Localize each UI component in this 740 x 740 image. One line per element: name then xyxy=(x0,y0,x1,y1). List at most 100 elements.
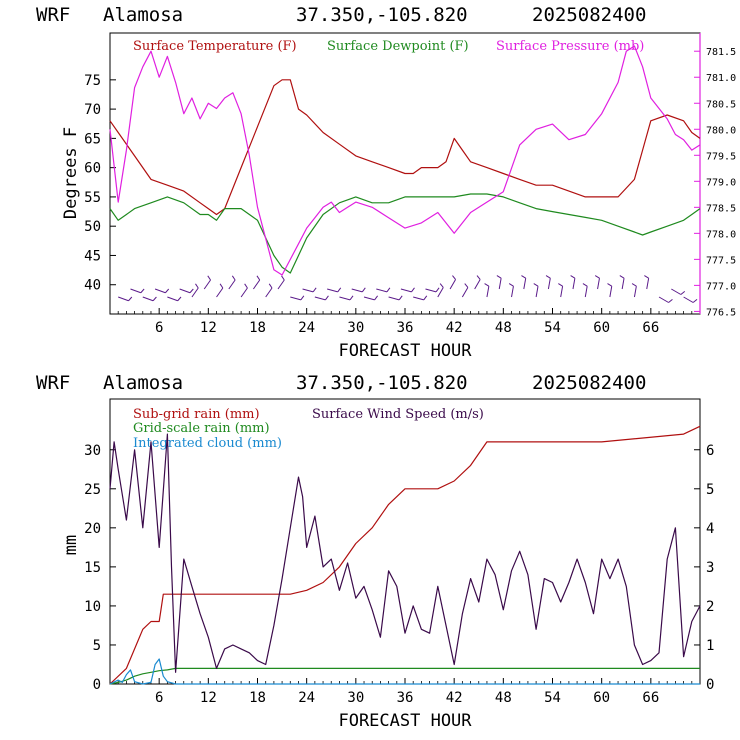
wind-barb xyxy=(277,279,285,290)
wind-barb-flag xyxy=(435,287,440,293)
x-tick-label: 66 xyxy=(642,320,659,336)
wind-barb-flag xyxy=(619,275,625,279)
top-header-station: Alamosa xyxy=(103,4,183,26)
wind-barb xyxy=(498,278,502,290)
bottom-header-model: WRF xyxy=(36,372,70,394)
wind-barb xyxy=(486,286,490,298)
y2-tick-label: 1 xyxy=(706,638,714,654)
wind-barb xyxy=(265,287,273,298)
dewpoint-line xyxy=(109,193,701,274)
wind-barb xyxy=(474,279,481,290)
wind-barb xyxy=(572,278,576,290)
y2-tick-label: 2 xyxy=(706,599,714,615)
y2-tick-label: 776.5 xyxy=(706,307,736,318)
wind-barb-flag xyxy=(337,287,342,293)
wind-barb-flag xyxy=(680,290,686,295)
wind-barb-flag xyxy=(361,287,366,293)
wind-barb xyxy=(314,296,326,301)
y-tick-label: 70 xyxy=(84,102,101,118)
wind-barb xyxy=(413,296,424,301)
y-tick-label: 15 xyxy=(84,560,101,576)
wind-barb-flag xyxy=(476,275,481,280)
y-tick-label: 0 xyxy=(93,677,101,693)
wind-barb xyxy=(216,287,224,298)
wind-barb-flag xyxy=(558,283,563,287)
x-tick-label: 42 xyxy=(446,690,463,706)
wind-barb-flag xyxy=(484,283,490,287)
wind-barb-flag xyxy=(607,283,613,287)
wind-barb xyxy=(388,296,400,301)
top-y-ticks: 40 45 50 55 60 65 70 75 xyxy=(84,73,116,294)
wind-barb xyxy=(547,278,551,290)
wind-barb-flag xyxy=(533,283,539,287)
wind-barb xyxy=(130,288,141,294)
pressure-line xyxy=(109,45,701,276)
x-tick-label: 18 xyxy=(249,320,266,336)
wind-barb xyxy=(449,279,457,290)
wind-barb xyxy=(376,288,388,293)
wind-barb-flag xyxy=(268,283,273,289)
y-tick-label: 40 xyxy=(84,278,101,294)
x-tick-label: 60 xyxy=(593,320,610,336)
wind-barb-flag xyxy=(644,275,649,279)
top-series-group xyxy=(109,45,701,276)
wind-barb xyxy=(584,286,588,298)
y-tick-label: 25 xyxy=(84,482,101,498)
temperature-line xyxy=(109,79,701,216)
wind-barb xyxy=(351,288,363,293)
wind-barb xyxy=(633,286,637,298)
wind-barb-flag xyxy=(386,287,391,293)
wind-barb xyxy=(167,296,178,302)
y2-tick-label: 781.0 xyxy=(706,73,736,84)
wind-barb xyxy=(511,286,514,298)
wind-barb xyxy=(671,288,682,295)
wind-barb xyxy=(621,278,625,290)
wind-barb xyxy=(142,296,154,302)
y2-tick-label: 778.5 xyxy=(706,203,736,214)
x-tick-label: 12 xyxy=(200,320,217,336)
top-y2-ticks: 776.5 777.0 777.5 778.0 778.5 779.0 779.5 780.0… xyxy=(694,47,736,318)
wind-barb-flag xyxy=(398,295,403,301)
wind-barb-flag xyxy=(545,275,551,279)
wind-barb xyxy=(609,286,613,298)
legend-pressure: Surface Pressure (mb) xyxy=(496,39,644,54)
legend-dewpoint: Surface Dewpoint (F) xyxy=(327,39,469,54)
bottom-y2-ticks: 0 1 2 3 4 5 6 xyxy=(694,443,714,693)
wind-barb-flag xyxy=(631,283,637,287)
wind-barb-flag xyxy=(668,298,673,303)
wind-barb-flag xyxy=(231,275,236,281)
y-tick-label: 50 xyxy=(84,219,101,235)
wind-barb-flag xyxy=(594,275,600,279)
x-tick-label: 60 xyxy=(593,690,610,706)
bottom-series-group xyxy=(109,425,701,685)
bottom-panel: WRF Alamosa 37.350,-105.820 2025082400 6… xyxy=(36,372,714,731)
y-tick-label: 10 xyxy=(84,599,101,615)
x-tick-label: 30 xyxy=(347,320,364,336)
wind-barb-flag xyxy=(207,275,211,281)
wind-barb-flag xyxy=(152,296,157,302)
wind-barb-flag xyxy=(374,295,379,301)
top-x-ticks: 6 12 18 24 30 36 42 48 54 60 66 xyxy=(117,308,693,336)
top-header-coords: 37.350,-105.820 xyxy=(296,4,468,26)
bottom-x-ticks: 6 12 18 24 30 36 42 48 54 60 66 xyxy=(117,678,693,706)
wind-barb xyxy=(437,287,444,298)
legend-gridscale-rain: Grid-scale rain (mm) xyxy=(133,421,270,436)
legend-integrated-cloud: Integrated cloud (mm) xyxy=(133,436,282,451)
y-tick-label: 30 xyxy=(84,443,101,459)
y2-tick-label: 777.5 xyxy=(706,255,736,266)
wind-barb-flag xyxy=(300,295,305,301)
y-tick-label: 55 xyxy=(84,190,101,206)
legend-subgrid-rain: Sub-grid rain (mm) xyxy=(133,407,260,422)
subgrid-rain-line xyxy=(109,425,701,685)
wind-barb-flag xyxy=(312,287,317,293)
wind-barb-flag xyxy=(281,275,285,281)
wind-barb xyxy=(400,288,412,293)
wind-barb-flag xyxy=(195,283,199,289)
x-tick-label: 30 xyxy=(347,690,364,706)
y-tick-label: 45 xyxy=(84,248,101,264)
x-tick-label: 36 xyxy=(397,690,414,706)
x-tick-label: 42 xyxy=(446,320,463,336)
wind-barb-flag xyxy=(464,283,469,288)
wind-barb-flag xyxy=(165,288,170,294)
bottom-header-station: Alamosa xyxy=(103,372,183,394)
